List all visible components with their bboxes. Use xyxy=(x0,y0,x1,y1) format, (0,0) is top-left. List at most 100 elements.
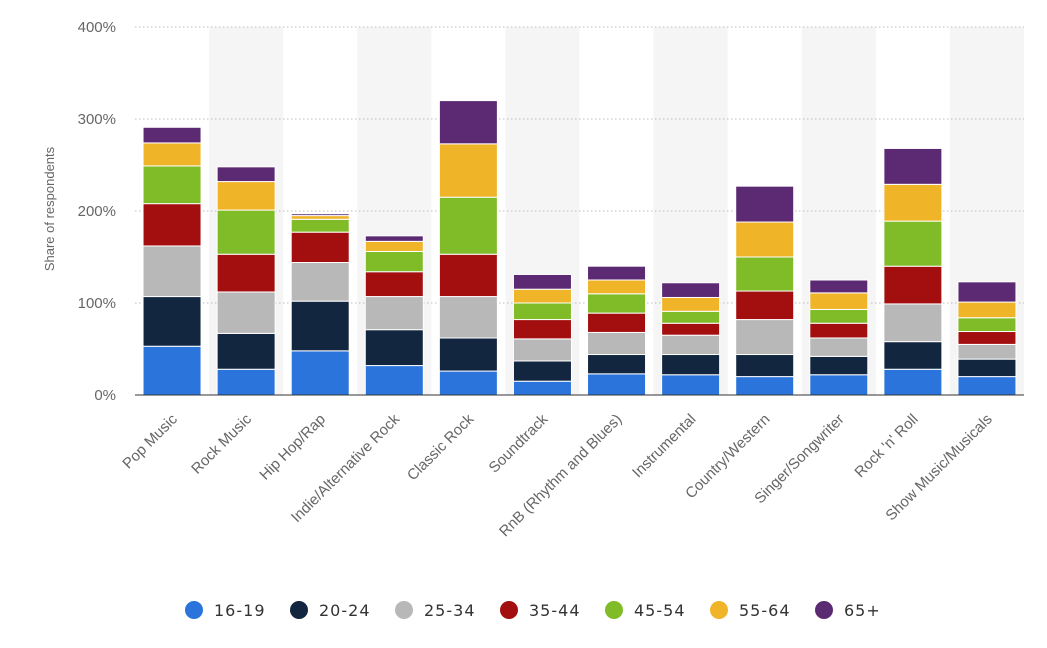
legend-item[interactable]: 65+ xyxy=(815,601,881,620)
bar-segment[interactable] xyxy=(809,337,869,357)
bar-segment[interactable] xyxy=(661,374,721,396)
bar-segment[interactable] xyxy=(438,337,498,372)
bar-segment[interactable] xyxy=(809,355,869,376)
bar-segment[interactable] xyxy=(587,331,647,356)
bar-segment[interactable] xyxy=(142,345,202,396)
bar-segment[interactable] xyxy=(512,319,572,340)
legend-item[interactable]: 20-24 xyxy=(290,601,371,620)
bar-segment[interactable] xyxy=(290,231,350,264)
bar-segment[interactable] xyxy=(438,253,498,298)
bar-segment[interactable] xyxy=(957,301,1017,319)
bar-segment[interactable] xyxy=(809,322,869,339)
bar-segment[interactable] xyxy=(883,147,943,185)
legend-item[interactable]: 16-19 xyxy=(185,601,266,620)
legend-item[interactable]: 35-44 xyxy=(500,601,581,620)
bar-segment[interactable] xyxy=(364,250,424,273)
bar-segment[interactable] xyxy=(216,166,276,183)
bar-segment[interactable] xyxy=(587,373,647,396)
bar-segment[interactable] xyxy=(957,343,1017,360)
bar-segment[interactable] xyxy=(883,265,943,305)
bar-segment[interactable] xyxy=(735,221,795,258)
bar-segment[interactable] xyxy=(957,331,1017,345)
legend-label: 65+ xyxy=(844,601,881,620)
bar-segment[interactable] xyxy=(883,183,943,222)
bar-segment[interactable] xyxy=(735,290,795,321)
bar-segment[interactable] xyxy=(883,303,943,343)
legend-marker xyxy=(185,601,203,619)
bar-segment[interactable] xyxy=(290,215,350,220)
bar-segment[interactable] xyxy=(364,296,424,331)
bar-segment[interactable] xyxy=(587,354,647,375)
legend-item[interactable]: 25-34 xyxy=(395,601,476,620)
legend-item[interactable]: 45-54 xyxy=(605,601,686,620)
bar-segment[interactable] xyxy=(290,218,350,233)
bar-segment[interactable] xyxy=(957,317,1017,333)
bar-segment[interactable] xyxy=(587,293,647,314)
bar-segment[interactable] xyxy=(587,265,647,281)
bar-segment[interactable] xyxy=(661,310,721,324)
bar-segment[interactable] xyxy=(364,271,424,298)
bar-segment[interactable] xyxy=(512,302,572,321)
bar-segment[interactable] xyxy=(735,354,795,378)
bar-segment[interactable] xyxy=(142,296,202,347)
bar-segment[interactable] xyxy=(290,300,350,352)
bar-segment[interactable] xyxy=(661,354,721,376)
bar-segment[interactable] xyxy=(661,322,721,336)
bar-segment[interactable] xyxy=(957,281,1017,303)
bar-segment[interactable] xyxy=(735,376,795,396)
bar-segment[interactable] xyxy=(438,370,498,396)
bar-segment[interactable] xyxy=(438,296,498,339)
bar-segment[interactable] xyxy=(661,282,721,298)
bar-segment[interactable] xyxy=(290,262,350,302)
bar-segment[interactable] xyxy=(290,213,350,217)
bar-segment[interactable] xyxy=(438,143,498,198)
legend-marker xyxy=(395,601,413,619)
bar-segment[interactable] xyxy=(809,292,869,310)
bar-segment[interactable] xyxy=(587,312,647,333)
bar-segment[interactable] xyxy=(809,279,869,294)
bar-segment[interactable] xyxy=(883,341,943,370)
bar-segment[interactable] xyxy=(512,273,572,290)
bar-segment[interactable] xyxy=(142,245,202,298)
bar-segment[interactable] xyxy=(809,374,869,396)
bar-segment[interactable] xyxy=(735,256,795,292)
bar-segment[interactable] xyxy=(735,185,795,223)
bar-segment[interactable] xyxy=(290,350,350,396)
bar-segment[interactable] xyxy=(512,380,572,396)
bar-segment[interactable] xyxy=(883,368,943,396)
bar-segment[interactable] xyxy=(216,181,276,211)
legend-item[interactable]: 55-64 xyxy=(710,601,791,620)
bar-segment[interactable] xyxy=(438,196,498,255)
bar-segment[interactable] xyxy=(216,209,276,255)
legend-marker xyxy=(500,601,518,619)
bar-segment[interactable] xyxy=(512,288,572,304)
x-category-label: RnB (Rhythm and Blues) xyxy=(496,411,625,540)
bar-segment[interactable] xyxy=(883,220,943,267)
bar-segment[interactable] xyxy=(364,329,424,367)
bar-segment[interactable] xyxy=(142,165,202,205)
bar-segment[interactable] xyxy=(512,360,572,382)
y-axis-title: Share of respondents xyxy=(42,146,57,271)
bar-segment[interactable] xyxy=(142,142,202,167)
bar-segment[interactable] xyxy=(957,376,1017,396)
bar-segment[interactable] xyxy=(661,296,721,312)
bar-segment[interactable] xyxy=(661,334,721,356)
bar-segment[interactable] xyxy=(957,358,1017,378)
bar-segment[interactable] xyxy=(364,365,424,396)
bar-segment[interactable] xyxy=(809,308,869,324)
bar-segment[interactable] xyxy=(216,253,276,293)
bar-segment[interactable] xyxy=(364,240,424,252)
bar-segment[interactable] xyxy=(735,319,795,356)
gridlines xyxy=(135,26,1024,304)
bar-segment[interactable] xyxy=(142,203,202,247)
x-category-label: Pop Music xyxy=(119,410,181,472)
bar-segment[interactable] xyxy=(142,126,202,144)
bar-segment[interactable] xyxy=(438,100,498,145)
bar-segment[interactable] xyxy=(216,291,276,334)
bar-segment[interactable] xyxy=(216,332,276,370)
bar-segment[interactable] xyxy=(216,368,276,396)
bar-segment[interactable] xyxy=(364,235,424,242)
bar-segment[interactable] xyxy=(512,338,572,362)
bar-segment[interactable] xyxy=(587,279,647,295)
